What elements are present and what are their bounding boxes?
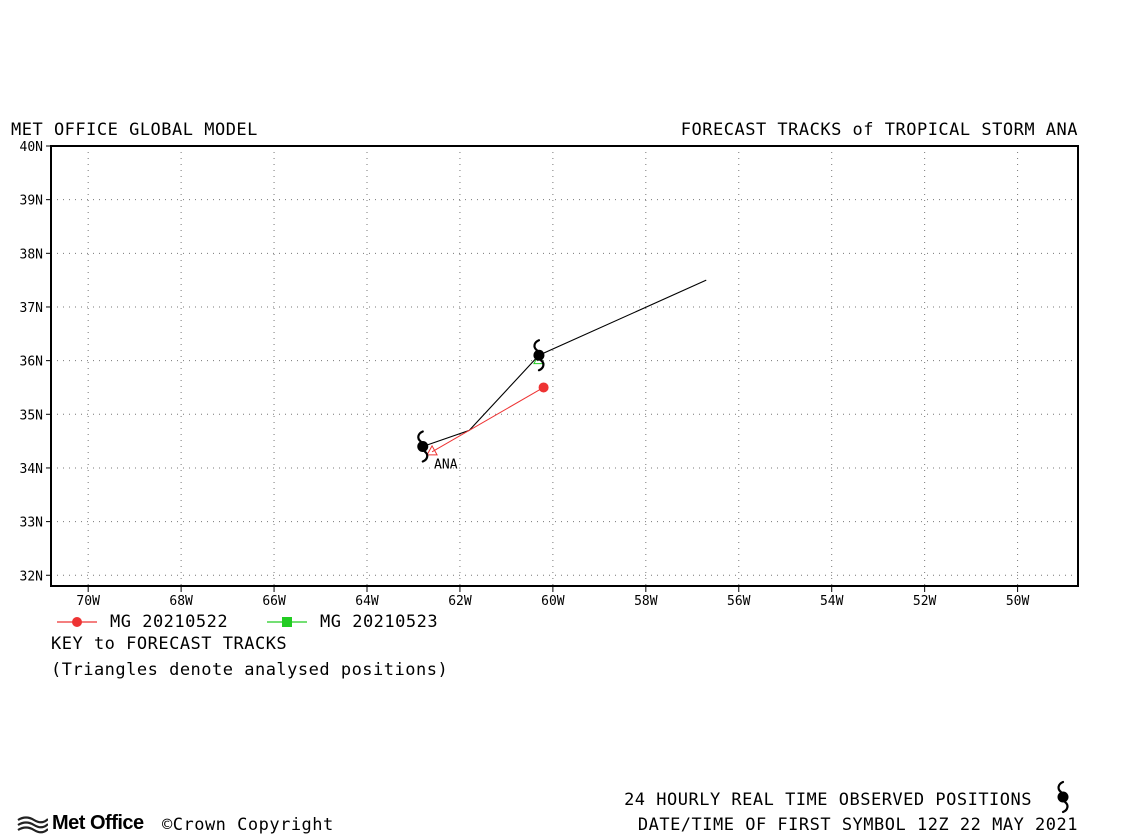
legend-green-marker bbox=[282, 617, 292, 627]
tick-label-lon: 64W bbox=[355, 594, 379, 609]
copyright-notice: ©Crown Copyright bbox=[162, 815, 334, 835]
tick-label-lon: 56W bbox=[727, 594, 751, 609]
tick-label-lon: 50W bbox=[1006, 594, 1030, 609]
storm-name-label: ANA bbox=[434, 458, 458, 473]
observed-positions-note: 24 HOURLY REAL TIME OBSERVED POSITIONS bbox=[624, 790, 1032, 810]
tick-label-lat: 36N bbox=[20, 355, 43, 370]
observed-track-line bbox=[422, 279, 707, 448]
tick-label-lat: 34N bbox=[20, 462, 43, 477]
tick-label-lat: 33N bbox=[20, 516, 43, 531]
legend bbox=[57, 617, 307, 627]
tick-label-lat: 38N bbox=[20, 247, 43, 262]
chart-title-left: MET OFFICE GLOBAL MODEL bbox=[11, 120, 258, 140]
first-symbol-datetime: DATE/TIME OF FIRST SYMBOL 12Z 22 MAY 202… bbox=[637, 815, 1078, 835]
footer-storm-glyph bbox=[1057, 780, 1069, 814]
storm-symbols bbox=[417, 339, 545, 463]
legend-track-2-label: MG 20210523 bbox=[320, 612, 439, 632]
tick-label-lon: 52W bbox=[913, 594, 937, 609]
tick-label-lat: 39N bbox=[20, 194, 43, 209]
forecast-point-circle bbox=[538, 382, 549, 393]
legend-track-1-label: MG 20210522 bbox=[110, 612, 229, 632]
met-office-logo-text: Met Office bbox=[52, 812, 144, 834]
forecast-track-line bbox=[431, 387, 544, 453]
key-title: KEY to FORECAST TRACKS bbox=[51, 634, 288, 654]
tick-label-lat: 40N bbox=[20, 140, 43, 155]
tick-label-lon: 60W bbox=[541, 594, 565, 609]
tick-label-lon: 66W bbox=[262, 594, 286, 609]
key-note: (Triangles denote analysed positions) bbox=[51, 660, 449, 680]
tick-label-lon: 58W bbox=[634, 594, 658, 609]
legend-red-marker bbox=[72, 617, 82, 627]
tick-label-lon: 70W bbox=[76, 594, 100, 609]
tick-label-lon: 54W bbox=[820, 594, 844, 609]
grid-lines bbox=[51, 146, 1078, 586]
tick-label-lon: 68W bbox=[169, 594, 193, 609]
map-frame bbox=[50, 145, 1079, 587]
tick-label-lat: 32N bbox=[20, 569, 43, 584]
tracks: ANA bbox=[422, 279, 707, 473]
tick-label-lon: 62W bbox=[448, 594, 472, 609]
chart-title-right: FORECAST TRACKS of TROPICAL STORM ANA bbox=[680, 120, 1078, 140]
tick-label-lat: 35N bbox=[20, 408, 43, 423]
axis-ticks: 70W 68W 66W 64W 62W 60W 58W 56W 54W 52W 50W 32N 33N 3… bbox=[20, 140, 1030, 609]
tropical-storm-icon bbox=[1057, 780, 1069, 814]
tick-label-lat: 37N bbox=[20, 301, 43, 316]
observed-storm-symbol bbox=[417, 430, 429, 463]
met-office-logo-icon bbox=[17, 816, 48, 834]
analysis-triangle bbox=[426, 444, 438, 456]
observed-storm-symbol bbox=[533, 339, 545, 372]
